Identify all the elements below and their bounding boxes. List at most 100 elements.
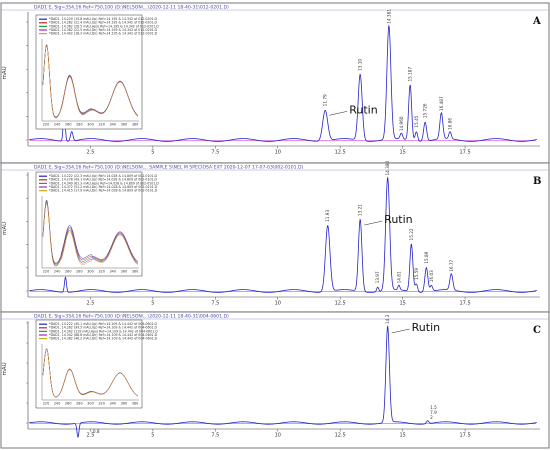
legend-entry: *DAD1, 14.382 (22.5 mAU,Dn) Ref=14.195 &…: [49, 28, 158, 32]
peak-label: 14.81: [396, 271, 401, 283]
inset-tick-label: 360: [121, 123, 127, 127]
inset-tick-label: 340: [110, 270, 116, 274]
legend-entry: *DAD1, 14.372 (51.2 mAU,Dn) Ref=14.028 &…: [49, 185, 158, 189]
x-tick-label: 2.5: [86, 433, 94, 439]
inset-tick-label: 280: [76, 402, 82, 406]
legend-entry: *DAD1, 14.229 (15.8 mAU,Up) Ref=14.195 &…: [49, 17, 158, 21]
x-tick-label: 7.5: [211, 150, 219, 156]
panel-letter: A: [532, 16, 541, 27]
x-tick-label: 15: [399, 301, 405, 307]
minor-peak-label: 7.9: [430, 410, 437, 415]
chromatogram-trace: [28, 176, 537, 293]
x-tick-label: 12.5: [335, 301, 346, 307]
x-tick-label: 5: [151, 150, 154, 156]
legend-entry: *DAD1, 14.415 (17.9 mAU,Dn) Ref=14.028 &…: [49, 189, 158, 193]
x-tick-label: 12.5: [335, 150, 346, 156]
rutin-leader: [329, 111, 348, 116]
panel-header: DAD1 E, Sig=354,16 Ref=750,100 (D:\NELSO…: [34, 313, 229, 319]
peak-label: 14.380: [385, 160, 390, 175]
legend-swatch: [39, 175, 47, 177]
uv-spectrum-line: [42, 201, 138, 265]
x-tick-label: 10: [275, 433, 281, 439]
legend-entry: *DAD1, 14.262 (99.5 mAU,Up) Ref=14.109 &…: [49, 326, 158, 330]
inset-tick-label: 320: [98, 402, 104, 406]
peak-label: 15.89: [424, 251, 429, 263]
legend-swatch: [39, 29, 47, 31]
x-tick-label: 5: [151, 433, 154, 439]
uv-spectrum-line: [42, 201, 138, 266]
minor-peak-label: 0.8: [93, 429, 100, 434]
legend-swatch: [39, 338, 47, 340]
peak-label: 15.187: [408, 67, 413, 82]
x-tick-label: 7.5: [211, 433, 219, 439]
rutin-annotation: Rutin: [412, 321, 440, 334]
inset-tick-label: 220: [43, 123, 49, 127]
rutin-annotation: Rutin: [349, 103, 377, 116]
rutin-leader: [391, 328, 410, 334]
legend-entry: *DAD1, 14.302 (119 mAU,Apx) Ref=14.109 &…: [49, 329, 158, 333]
inset-frame: [35, 319, 143, 409]
legend-entry: *DAD1, 14.349 (61.3 mAU,Apx) Ref=14.028 …: [49, 181, 159, 185]
x-tick-label: 15: [399, 150, 405, 156]
peak-label: 15.726: [423, 103, 428, 118]
peak-label: 16.03: [429, 270, 434, 282]
inset-tick-label: 280: [76, 270, 82, 274]
legend-swatch: [39, 18, 47, 20]
inset-tick-label: 300: [87, 123, 93, 127]
legend-swatch: [39, 327, 47, 329]
peak-label: 13.21: [358, 204, 363, 216]
chromatogram-trace: [28, 24, 537, 142]
peak-label: 16.487: [439, 96, 444, 111]
peak-label: 15.59: [414, 268, 419, 280]
inset-tick-label: 320: [98, 270, 104, 274]
legend-swatch: [39, 22, 47, 24]
inset-tick-label: 220: [43, 270, 49, 274]
inset-tick-label: 380: [132, 270, 138, 274]
uv-spectrum-line: [42, 45, 138, 119]
inset-tick-label: 300: [87, 270, 93, 274]
panel-a: DAD1 E, Sig=354,16 Ref=750,100 (D:\NELSO…: [0, 2, 550, 164]
x-tick-label: 7.5: [211, 301, 219, 307]
x-tick-label: 2.5: [86, 301, 94, 307]
x-tick-label: 5: [151, 301, 154, 307]
x-tick-label: 2.5: [86, 150, 94, 156]
y-axis-label: mAU: [2, 66, 8, 79]
chromatogram-trace: [28, 324, 537, 439]
minor-peak-label: 1.5: [430, 405, 437, 410]
legend-entry: *DAD1, 14.382 (48.2 mAU,Dn) Ref=14.109 &…: [49, 337, 158, 341]
panel-header: DAD1 E, Sig=354,16 Ref=750,100 (D:\NELSO…: [34, 4, 229, 10]
inset-tick-label: 260: [65, 123, 71, 127]
peak-label: 14.3: [385, 314, 390, 324]
panel-b: DAD1 E, Sig=354,16 Ref=750,100 (D:\NELSO…: [0, 160, 550, 313]
legend-entry: *DAD1, 14.342 (88.6 mAU,Dn) Ref=14.109 &…: [49, 333, 158, 337]
inset-tick-label: 340: [110, 123, 116, 127]
panel-letter: C: [533, 325, 541, 336]
x-tick-label: 15: [399, 433, 405, 439]
inset-tick-label: 340: [110, 402, 116, 406]
legend-swatch: [39, 33, 47, 35]
peak-label: 14.960: [399, 116, 404, 131]
legend-swatch: [39, 190, 47, 192]
peak-label: 16.77: [449, 259, 454, 271]
inset-tick-label: 360: [121, 270, 127, 274]
panel-c: DAD1 E, Sig=354,16 Ref=750,100 (D:\NELSO…: [0, 311, 550, 449]
inset-tick-label: 220: [43, 402, 49, 406]
legend-entry: *DAD1, 14.402 (18.3 mAU,Dn) Ref=14.195 &…: [49, 32, 158, 36]
uv-spectrum-inset: *DAD1, 14.222 (40.1 mAU,Up) Ref=14.109 &…: [35, 319, 158, 409]
legend-swatch: [39, 182, 47, 184]
legend-entry: *DAD1, 14.222 (22.3 mAU,Up) Ref=14.028 &…: [49, 174, 158, 178]
peak-label: 13.97: [375, 271, 380, 283]
inset-tick-label: 260: [65, 402, 71, 406]
panel-letter: B: [533, 176, 541, 187]
x-tick-label: 17.5: [460, 150, 471, 156]
peak-label: 16.86: [448, 118, 453, 130]
inset-tick-label: 320: [98, 123, 104, 127]
x-tick-label: 10: [275, 150, 281, 156]
uv-spectrum-inset: *DAD1, 14.222 (22.3 mAU,Up) Ref=14.028 &…: [35, 171, 159, 277]
inset-tick-label: 240: [54, 402, 60, 406]
legend-entry: *DAD1, 14.362 (28.5 mAU,Apx) Ref=14.195 …: [49, 24, 159, 28]
peak-label: 14.381: [386, 9, 391, 24]
legend-swatch: [39, 179, 47, 181]
inset-tick-label: 260: [65, 270, 71, 274]
rutin-leader: [364, 220, 383, 226]
